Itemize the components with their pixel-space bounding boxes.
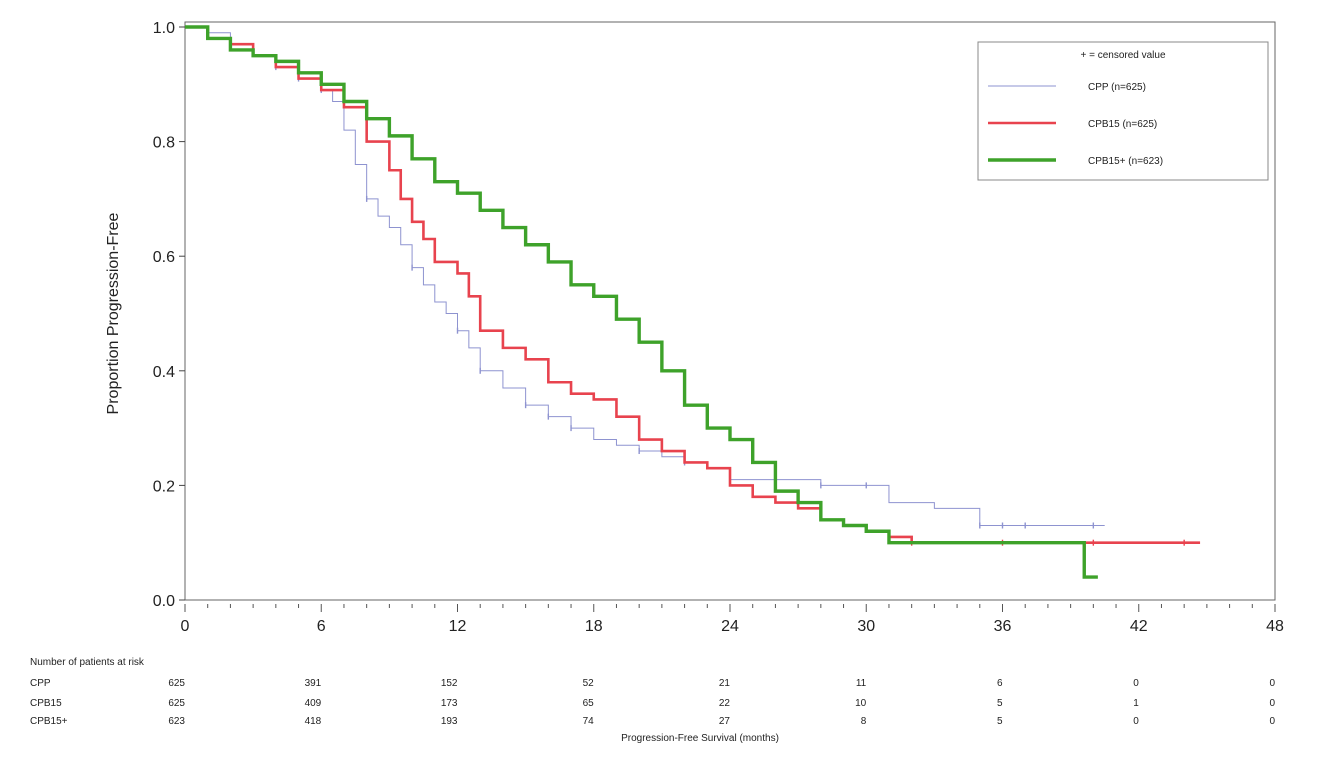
risk-cell: 5 xyxy=(997,698,1003,709)
risk-cell: 0 xyxy=(1269,678,1275,689)
risk-cell: 0 xyxy=(1269,716,1275,727)
risk-cell: 623 xyxy=(168,716,185,727)
legend-box xyxy=(977,41,1269,181)
risk-cell: 193 xyxy=(441,716,458,727)
legend-entry-0: CPP (n=625) xyxy=(1088,82,1146,93)
x-tick-label: 0 xyxy=(181,618,190,635)
risk-cell: 1 xyxy=(1133,698,1139,709)
series-line-2 xyxy=(185,25,1098,579)
y-tick-label: 0.0 xyxy=(153,593,175,610)
risk-row-label: CPP xyxy=(30,678,51,689)
x-tick-label: 42 xyxy=(1130,618,1148,635)
plot-area xyxy=(184,21,1276,601)
risk-cell: 391 xyxy=(305,678,322,689)
series-line-1 xyxy=(185,25,1201,544)
x-tick-label: 36 xyxy=(994,618,1012,635)
risk-cell: 74 xyxy=(583,716,595,727)
y-tick-label: 0.8 xyxy=(153,135,175,152)
risk-cell: 152 xyxy=(441,678,458,689)
x-tick-label: 24 xyxy=(721,618,739,635)
risk-table-title: Number of patients at risk xyxy=(30,657,145,668)
y-tick-label: 0.2 xyxy=(153,478,175,495)
risk-cell: 625 xyxy=(168,698,185,709)
series-lines xyxy=(185,25,1201,579)
legend-entry-1: CPB15 (n=625) xyxy=(1088,119,1157,130)
risk-cell: 8 xyxy=(861,716,867,727)
risk-cell: 52 xyxy=(583,678,595,689)
risk-cell: 22 xyxy=(719,698,731,709)
risk-cell: 173 xyxy=(441,698,458,709)
risk-cell: 5 xyxy=(997,716,1003,727)
x-tick-label: 48 xyxy=(1266,618,1284,635)
y-tick-label: 0.4 xyxy=(153,364,175,381)
y-tick-label: 0.6 xyxy=(153,249,175,266)
x-tick-label: 6 xyxy=(317,618,326,635)
y-axis: 0.0 0.2 0.4 0.6 0.8 1.0 xyxy=(153,20,185,610)
series-line-0 xyxy=(185,26,1105,527)
x-axis: 0 6 12 18 24 30 36 42 48 xyxy=(181,604,1284,635)
risk-cell: 65 xyxy=(583,698,595,709)
y-tick-label: 1.0 xyxy=(153,20,175,37)
x-tick-label: 18 xyxy=(585,618,603,635)
risk-cell: 0 xyxy=(1269,698,1275,709)
risk-row-label: CPB15+ xyxy=(30,716,68,727)
x-tick-label: 12 xyxy=(449,618,467,635)
x-axis-label: Progression-Free Survival (months) xyxy=(621,733,779,744)
risk-row-label: CPB15 xyxy=(30,698,62,709)
legend-entry-2: CPB15+ (n=623) xyxy=(1088,156,1163,167)
risk-table: Number of patients at risk CPP 625 391 152 5… xyxy=(30,657,1275,727)
risk-cell: 418 xyxy=(305,716,322,727)
risk-cell: 0 xyxy=(1133,678,1139,689)
risk-cell: 27 xyxy=(719,716,731,727)
legend-censored-note: + = censored value xyxy=(1080,50,1165,61)
risk-cell: 11 xyxy=(856,678,867,689)
risk-cell: 625 xyxy=(168,678,185,689)
risk-cell: 0 xyxy=(1133,716,1139,727)
legend: + = censored value CPP (n=625) CPB15 (n=6… xyxy=(977,41,1269,181)
risk-cell: 409 xyxy=(305,698,322,709)
x-tick-label: 30 xyxy=(857,618,875,635)
risk-cell: 6 xyxy=(997,678,1003,689)
risk-cell: 21 xyxy=(719,678,731,689)
y-axis-label: Proportion Progression-Free xyxy=(105,212,122,414)
risk-cell: 10 xyxy=(855,698,867,709)
